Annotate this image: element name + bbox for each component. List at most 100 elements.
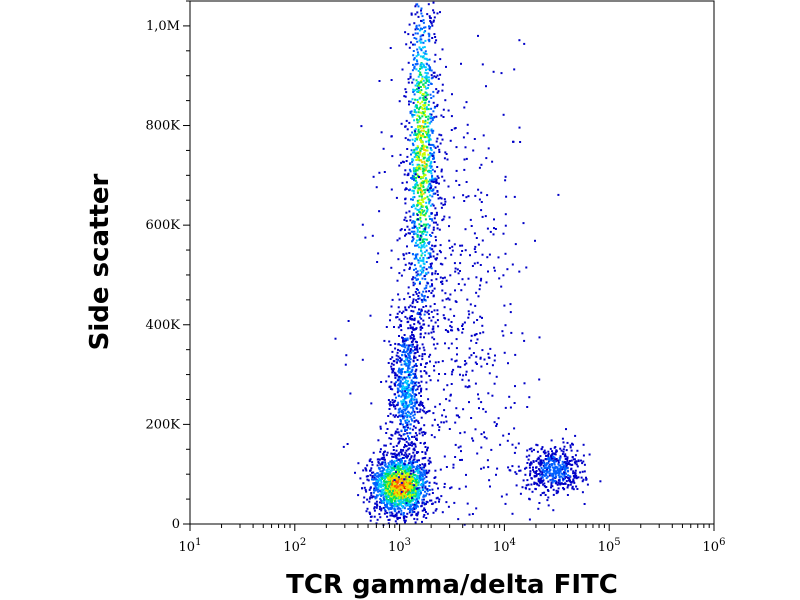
event-dot [436, 223, 439, 226]
event-dot [449, 487, 452, 490]
event-dot [494, 228, 497, 230]
event-dot [408, 505, 411, 508]
event-dot [411, 239, 414, 242]
event-dot [412, 54, 415, 57]
event-dot [405, 504, 408, 507]
event-dot [416, 60, 419, 63]
event-dot [430, 434, 433, 437]
event-dot [400, 509, 403, 512]
event-dot [547, 452, 550, 455]
event-dot [547, 462, 549, 465]
event-dot [408, 484, 411, 487]
event-dot [413, 65, 416, 68]
event-dot [419, 238, 422, 241]
event-dot [405, 385, 408, 388]
event-dot [412, 237, 415, 240]
event-dot [411, 174, 414, 177]
event-dot [409, 350, 412, 352]
event-dot [390, 135, 393, 138]
event-dot [376, 494, 379, 497]
event-dot [534, 472, 537, 475]
event-dot [394, 347, 397, 350]
event-dot [475, 342, 478, 344]
event-dot [415, 512, 418, 515]
event-dot [430, 265, 433, 268]
event-dot [425, 131, 427, 134]
event-dot [384, 483, 387, 486]
event-dot [425, 388, 428, 391]
event-dot [423, 153, 426, 156]
event-dot [409, 162, 412, 165]
event-dot [544, 469, 547, 472]
event-dot [443, 409, 446, 412]
event-dot [425, 125, 428, 128]
event-dot [530, 450, 533, 453]
event-dot [410, 474, 413, 477]
event-dot [409, 415, 412, 418]
event-dot [384, 492, 386, 495]
event-dot [404, 388, 407, 391]
event-dot [405, 181, 408, 184]
event-dot [422, 290, 425, 293]
event-dot [406, 347, 409, 350]
event-dot [456, 353, 458, 356]
event-dot [413, 220, 416, 223]
event-dot [462, 194, 465, 197]
event-dot [568, 477, 571, 480]
event-dot [419, 64, 422, 67]
event-dot [433, 16, 436, 19]
event-dot [373, 489, 376, 491]
event-dot [403, 495, 406, 498]
event-dot [464, 146, 467, 149]
event-dot [401, 386, 404, 389]
event-dot [560, 467, 563, 470]
event-dot [417, 188, 420, 191]
event-dot [393, 515, 396, 518]
event-dot [402, 472, 405, 475]
event-dot [427, 141, 430, 144]
event-dot [415, 147, 418, 150]
event-dot [416, 191, 419, 194]
event-dot [410, 126, 413, 128]
event-dot [411, 401, 414, 404]
event-dot [431, 424, 434, 427]
event-dot [382, 477, 385, 479]
event-dot [383, 171, 386, 173]
event-dot [408, 437, 410, 440]
event-dot [407, 172, 410, 175]
event-dot [539, 459, 542, 462]
event-dot [422, 346, 425, 349]
event-dot [428, 136, 431, 139]
event-dot [394, 491, 397, 494]
event-dot [403, 415, 406, 418]
event-dot [425, 92, 428, 95]
event-dot [423, 174, 426, 177]
event-dot [487, 270, 489, 273]
event-dot [573, 472, 576, 475]
event-dot [398, 459, 401, 462]
event-dot [575, 485, 578, 488]
event-dot [409, 389, 412, 392]
event-dot [417, 201, 420, 204]
event-dot [421, 134, 424, 137]
event-dot [475, 291, 478, 294]
event-dot [425, 472, 428, 475]
event-dot [400, 483, 403, 486]
event-dot [404, 315, 407, 318]
event-dot [418, 165, 421, 168]
event-dot [564, 458, 567, 460]
event-dot [399, 371, 402, 374]
event-dot [436, 496, 439, 499]
event-dot [424, 366, 427, 368]
event-dot [412, 349, 415, 352]
event-dot [393, 483, 396, 486]
event-dot [423, 168, 426, 171]
event-dot [407, 232, 410, 235]
event-dot [555, 475, 557, 478]
event-dot [390, 452, 393, 455]
event-dot [391, 350, 394, 353]
event-dot [411, 406, 414, 409]
event-dot [540, 463, 543, 466]
event-dot [364, 236, 367, 239]
event-dot [427, 198, 430, 201]
